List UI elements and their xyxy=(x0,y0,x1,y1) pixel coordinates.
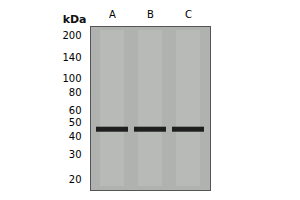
svg-text:60: 60 xyxy=(69,105,82,116)
svg-text:80: 80 xyxy=(69,87,82,98)
svg-text:140: 140 xyxy=(62,52,81,63)
svg-text:200: 200 xyxy=(62,29,81,40)
svg-text:B: B xyxy=(147,9,154,20)
svg-text:100: 100 xyxy=(62,73,81,84)
svg-text:C: C xyxy=(185,9,192,20)
svg-text:20: 20 xyxy=(69,174,82,185)
svg-text:50: 50 xyxy=(69,117,82,128)
svg-text:A: A xyxy=(109,9,116,20)
svg-text:30: 30 xyxy=(69,149,82,160)
svg-text:kDa: kDa xyxy=(63,13,87,26)
svg-text:40: 40 xyxy=(69,131,82,142)
